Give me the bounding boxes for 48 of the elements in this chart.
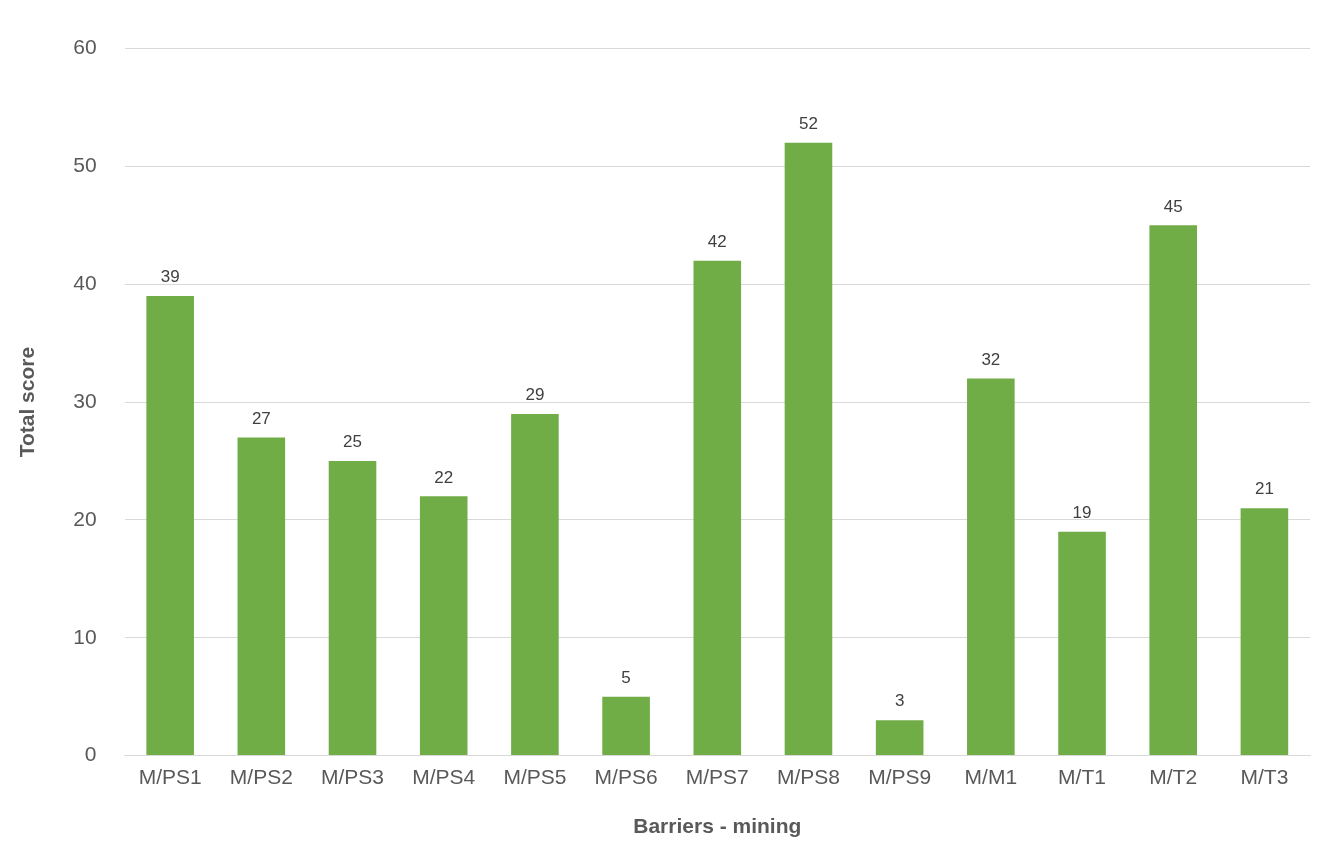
y-tick-label: 50 bbox=[73, 153, 97, 177]
y-tick-label: 30 bbox=[73, 388, 97, 412]
bar bbox=[328, 461, 377, 756]
x-tick-label: M/PS8 bbox=[776, 765, 840, 788]
x-tick-label: M/PS2 bbox=[229, 765, 293, 788]
data-label: 45 bbox=[1163, 196, 1183, 216]
bar bbox=[693, 260, 742, 756]
y-tick-label: 0 bbox=[84, 742, 97, 766]
bar bbox=[875, 720, 924, 756]
y-tick-label: 60 bbox=[73, 35, 97, 59]
data-label: 21 bbox=[1254, 479, 1274, 499]
bar bbox=[419, 496, 468, 756]
data-label: 32 bbox=[981, 349, 1001, 369]
bar bbox=[146, 296, 194, 756]
data-label: 5 bbox=[621, 667, 631, 687]
data-label: 19 bbox=[1072, 502, 1092, 522]
x-tick-label: M/T3 bbox=[1240, 765, 1289, 788]
x-tick-label: M/T1 bbox=[1058, 765, 1106, 788]
x-tick-label: M/T2 bbox=[1149, 765, 1198, 788]
data-label: 25 bbox=[343, 432, 362, 452]
y-axis-title: Total score bbox=[15, 346, 39, 458]
data-label: 3 bbox=[894, 691, 905, 711]
y-tick-label: 20 bbox=[73, 506, 97, 530]
x-tick-label: M/PS6 bbox=[594, 765, 658, 788]
x-tick-label: M/PS9 bbox=[868, 765, 932, 788]
bar bbox=[967, 378, 1015, 756]
bar bbox=[511, 413, 559, 756]
bar bbox=[1240, 508, 1289, 756]
bar bbox=[602, 696, 650, 756]
bar bbox=[1058, 531, 1106, 756]
x-axis-title: Barriers - mining bbox=[633, 814, 802, 838]
x-tick-label: M/PS7 bbox=[685, 765, 749, 788]
x-tick-label: M/PS5 bbox=[503, 765, 567, 788]
x-tick-label: M/PS1 bbox=[138, 765, 202, 788]
data-label: 29 bbox=[525, 385, 545, 405]
data-label: 39 bbox=[160, 267, 180, 287]
data-label: 52 bbox=[799, 114, 818, 134]
data-label: 22 bbox=[434, 467, 454, 487]
y-tick-label: 40 bbox=[73, 271, 97, 295]
bar bbox=[1149, 225, 1198, 756]
data-label: 27 bbox=[251, 408, 271, 428]
bar bbox=[784, 142, 833, 756]
x-tick-label: M/PS3 bbox=[321, 765, 385, 788]
y-tick-label: 10 bbox=[73, 624, 97, 648]
x-tick-label: M/PS4 bbox=[412, 765, 476, 788]
data-label: 42 bbox=[707, 231, 727, 251]
x-tick-label: M/M1 bbox=[964, 765, 1018, 788]
bar bbox=[237, 437, 286, 756]
